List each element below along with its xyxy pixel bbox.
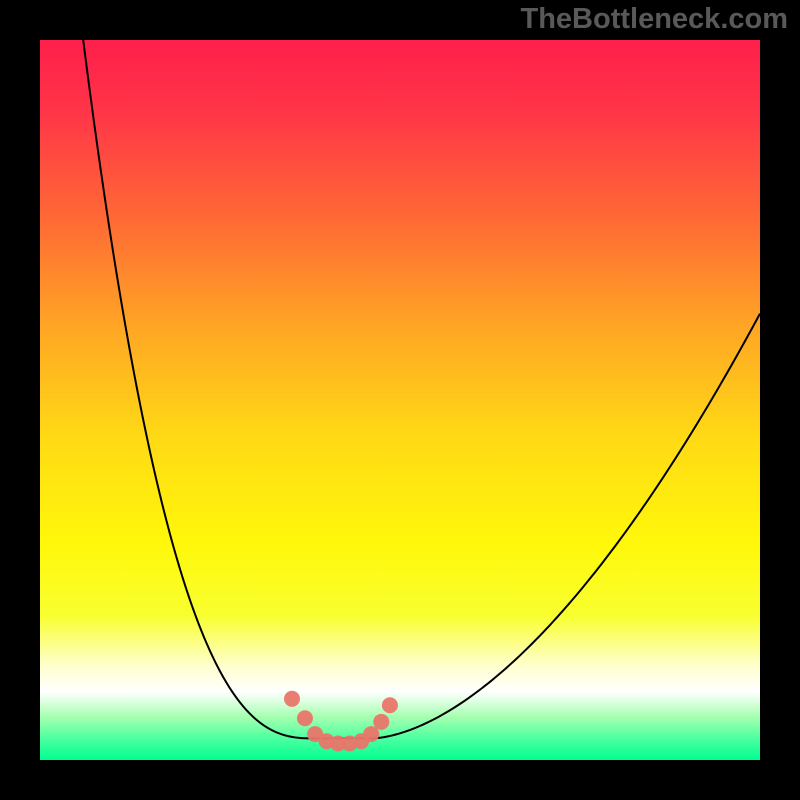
marker-point	[373, 714, 389, 730]
marker-point	[363, 726, 379, 742]
plot-background-gradient	[40, 40, 760, 760]
chart-svg: TheBottleneck.com	[0, 0, 800, 800]
marker-point	[297, 710, 313, 726]
marker-point	[284, 691, 300, 707]
chart-container: TheBottleneck.com	[0, 0, 800, 800]
watermark-text: TheBottleneck.com	[521, 3, 789, 35]
marker-point	[382, 697, 398, 713]
